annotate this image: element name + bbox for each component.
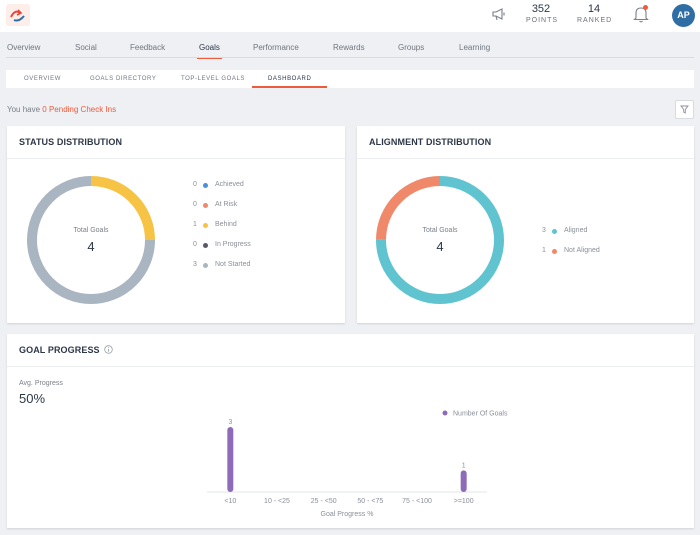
nav-divider bbox=[6, 57, 694, 58]
progress-bar[interactable] bbox=[460, 470, 467, 492]
ranked-label: RANKED bbox=[577, 17, 613, 24]
legend-label: Achieved bbox=[215, 181, 244, 188]
points-stat[interactable]: 352 POINTS bbox=[526, 3, 559, 24]
x-tick-label: 25 - <50 bbox=[311, 498, 337, 505]
legend-label: Not Aligned bbox=[564, 247, 600, 254]
legend-count: 0 bbox=[193, 241, 197, 248]
donut-segment-not-aligned[interactable] bbox=[376, 176, 504, 304]
status-donut-center: Total Goals 4 bbox=[51, 227, 131, 254]
legend-label: In Progress bbox=[215, 241, 251, 248]
status-card-title: STATUS DISTRIBUTION bbox=[19, 137, 123, 147]
ranked-stat[interactable]: 14 RANKED bbox=[577, 3, 611, 24]
subtab-dashboard[interactable]: DASHBOARD bbox=[251, 76, 329, 88]
legend-dot-icon bbox=[203, 263, 208, 268]
alignment-donut-chart bbox=[376, 176, 504, 304]
bar-value-label: 1 bbox=[462, 462, 466, 469]
avg-progress-label: Avg. Progress bbox=[19, 380, 63, 387]
legend-label: Not Started bbox=[215, 261, 251, 268]
legend-count: 3 bbox=[542, 227, 546, 234]
nav-social[interactable]: Social bbox=[75, 43, 97, 52]
subtab-goals-directory[interactable]: GOALS DIRECTORY bbox=[90, 76, 157, 82]
app-logo-icon[interactable] bbox=[6, 4, 30, 26]
user-avatar[interactable]: AP bbox=[672, 4, 695, 27]
card-divider bbox=[7, 158, 345, 159]
progress-bar[interactable] bbox=[227, 427, 234, 492]
main-nav: Overview Social Feedback Goals Performan… bbox=[0, 33, 700, 61]
nav-groups[interactable]: Groups bbox=[398, 43, 425, 52]
points-label: POINTS bbox=[526, 17, 559, 24]
filter-button[interactable] bbox=[675, 100, 694, 119]
x-tick-label: >=100 bbox=[454, 498, 474, 505]
card-divider bbox=[357, 158, 694, 159]
info-icon[interactable] bbox=[104, 345, 113, 354]
status-donut-chart bbox=[27, 176, 155, 304]
alignment-donut-center: Total Goals 4 bbox=[400, 227, 480, 254]
filter-icon bbox=[680, 105, 689, 114]
total-goals-label: Total Goals bbox=[73, 227, 109, 234]
nav-performance[interactable]: Performance bbox=[253, 43, 299, 52]
legend-count: 1 bbox=[542, 247, 546, 254]
nav-overview[interactable]: Overview bbox=[7, 43, 41, 52]
top-bar: 352 POINTS 14 RANKED AP bbox=[0, 0, 700, 32]
legend-label: At Risk bbox=[215, 201, 238, 208]
status-distribution-card: STATUS DISTRIBUTION Total Goals 4 0 Achi… bbox=[7, 126, 345, 323]
x-tick-label: 50 - <75 bbox=[357, 498, 383, 505]
pending-checkins-text: You have 0 Pending Check Ins bbox=[7, 105, 116, 114]
pending-checkins-link[interactable]: 0 Pending Check Ins bbox=[42, 105, 117, 114]
chart-legend-label: Number Of Goals bbox=[453, 411, 508, 418]
megaphone-icon[interactable] bbox=[491, 6, 507, 22]
goals-subtabs: OVERVIEW GOALS DIRECTORY TOP-LEVEL GOALS… bbox=[6, 70, 694, 88]
donut-segment-behind[interactable] bbox=[27, 176, 155, 304]
card-divider bbox=[7, 366, 694, 367]
legend-dot-icon bbox=[552, 229, 557, 234]
legend-label: Aligned bbox=[564, 227, 588, 234]
total-goals-value: 4 bbox=[87, 239, 95, 254]
nav-goals[interactable]: Goals bbox=[197, 43, 222, 59]
legend-label: Behind bbox=[215, 221, 237, 228]
legend-dot-icon bbox=[203, 203, 208, 208]
alignment-card-title: ALIGNMENT DISTRIBUTION bbox=[369, 137, 492, 147]
nav-feedback[interactable]: Feedback bbox=[130, 43, 166, 52]
total-goals-value: 4 bbox=[436, 239, 444, 254]
subtab-overview[interactable]: OVERVIEW bbox=[24, 76, 62, 82]
legend-dot-icon bbox=[203, 183, 208, 188]
points-value: 352 bbox=[531, 3, 551, 15]
notifications-bell-icon[interactable] bbox=[633, 5, 649, 23]
goal-progress-bar-chart: <10 3 10 - <25 25 - <50 50 - <75 75 - <100 >=1… bbox=[207, 410, 508, 518]
x-tick-label: 10 - <25 bbox=[264, 498, 290, 505]
subtab-top-level-goals[interactable]: TOP-LEVEL GOALS bbox=[181, 76, 246, 82]
legend-dot-icon bbox=[442, 410, 448, 416]
legend-count: 0 bbox=[193, 181, 197, 188]
x-tick-label: 75 - <100 bbox=[402, 498, 432, 505]
legend-count: 3 bbox=[193, 261, 197, 268]
legend-dot-icon bbox=[552, 249, 557, 254]
goal-progress-card: GOAL PROGRESS Avg. Progress 50% <10 3 10 -… bbox=[7, 334, 694, 528]
nav-learning[interactable]: Learning bbox=[459, 43, 491, 52]
notification-badge bbox=[643, 5, 648, 10]
legend-count: 1 bbox=[193, 221, 197, 228]
legend-dot-icon bbox=[203, 223, 208, 228]
nav-rewards[interactable]: Rewards bbox=[333, 43, 365, 52]
goal-progress-title: GOAL PROGRESS bbox=[19, 345, 113, 355]
x-tick-label: <10 bbox=[224, 498, 236, 505]
goal-progress-title-text: GOAL PROGRESS bbox=[19, 345, 100, 355]
ranked-value: 14 bbox=[587, 3, 601, 15]
alignment-distribution-card: ALIGNMENT DISTRIBUTION Total Goals 4 3 A… bbox=[357, 126, 694, 323]
bar-value-label: 3 bbox=[228, 419, 232, 426]
legend-dot-icon bbox=[203, 243, 208, 248]
avg-progress-value: 50% bbox=[19, 391, 46, 406]
x-axis-title: Goal Progress % bbox=[321, 511, 374, 518]
total-goals-label: Total Goals bbox=[422, 227, 458, 234]
pending-prefix: You have bbox=[7, 105, 43, 114]
legend-count: 0 bbox=[193, 201, 197, 208]
